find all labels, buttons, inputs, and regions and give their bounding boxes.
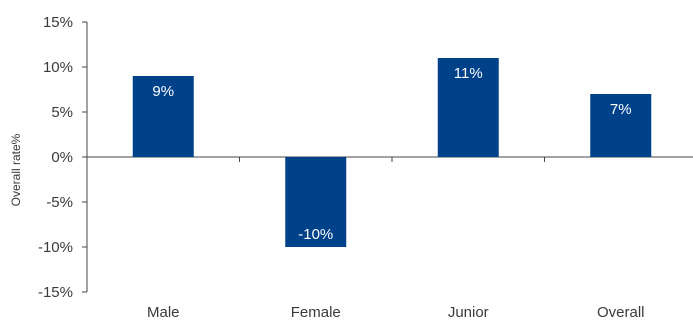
y-axis: 15% 10% 5% 0% -5% -10% -15% [38,14,88,301]
category-label: Female [291,304,341,320]
category-label: Overall [597,304,645,320]
category-label: Junior [448,304,489,320]
bar [132,76,194,157]
bar [285,157,347,247]
y-tick-label: 10% [43,59,73,76]
data-label: 7% [610,101,632,118]
data-label: 9% [152,83,174,100]
data-label: -10% [298,226,333,243]
bar [437,58,499,157]
data-labels: 9% -10% 11% 7% [152,65,631,243]
y-tick-label: -5% [46,194,73,211]
y-tick-label: -10% [38,239,73,256]
y-axis-title: Overall rate% [9,133,23,206]
category-label: Male [147,304,180,320]
y-tick-label: 5% [51,104,73,121]
category-labels: Male Female Junior Overall [147,304,645,320]
bars [132,58,652,247]
bar [590,94,652,157]
y-tick-label: 15% [43,14,73,31]
data-label: 11% [454,65,483,82]
y-tick-label: -15% [38,284,73,301]
y-tick-label: 0% [51,149,73,166]
x-axis [87,156,693,162]
